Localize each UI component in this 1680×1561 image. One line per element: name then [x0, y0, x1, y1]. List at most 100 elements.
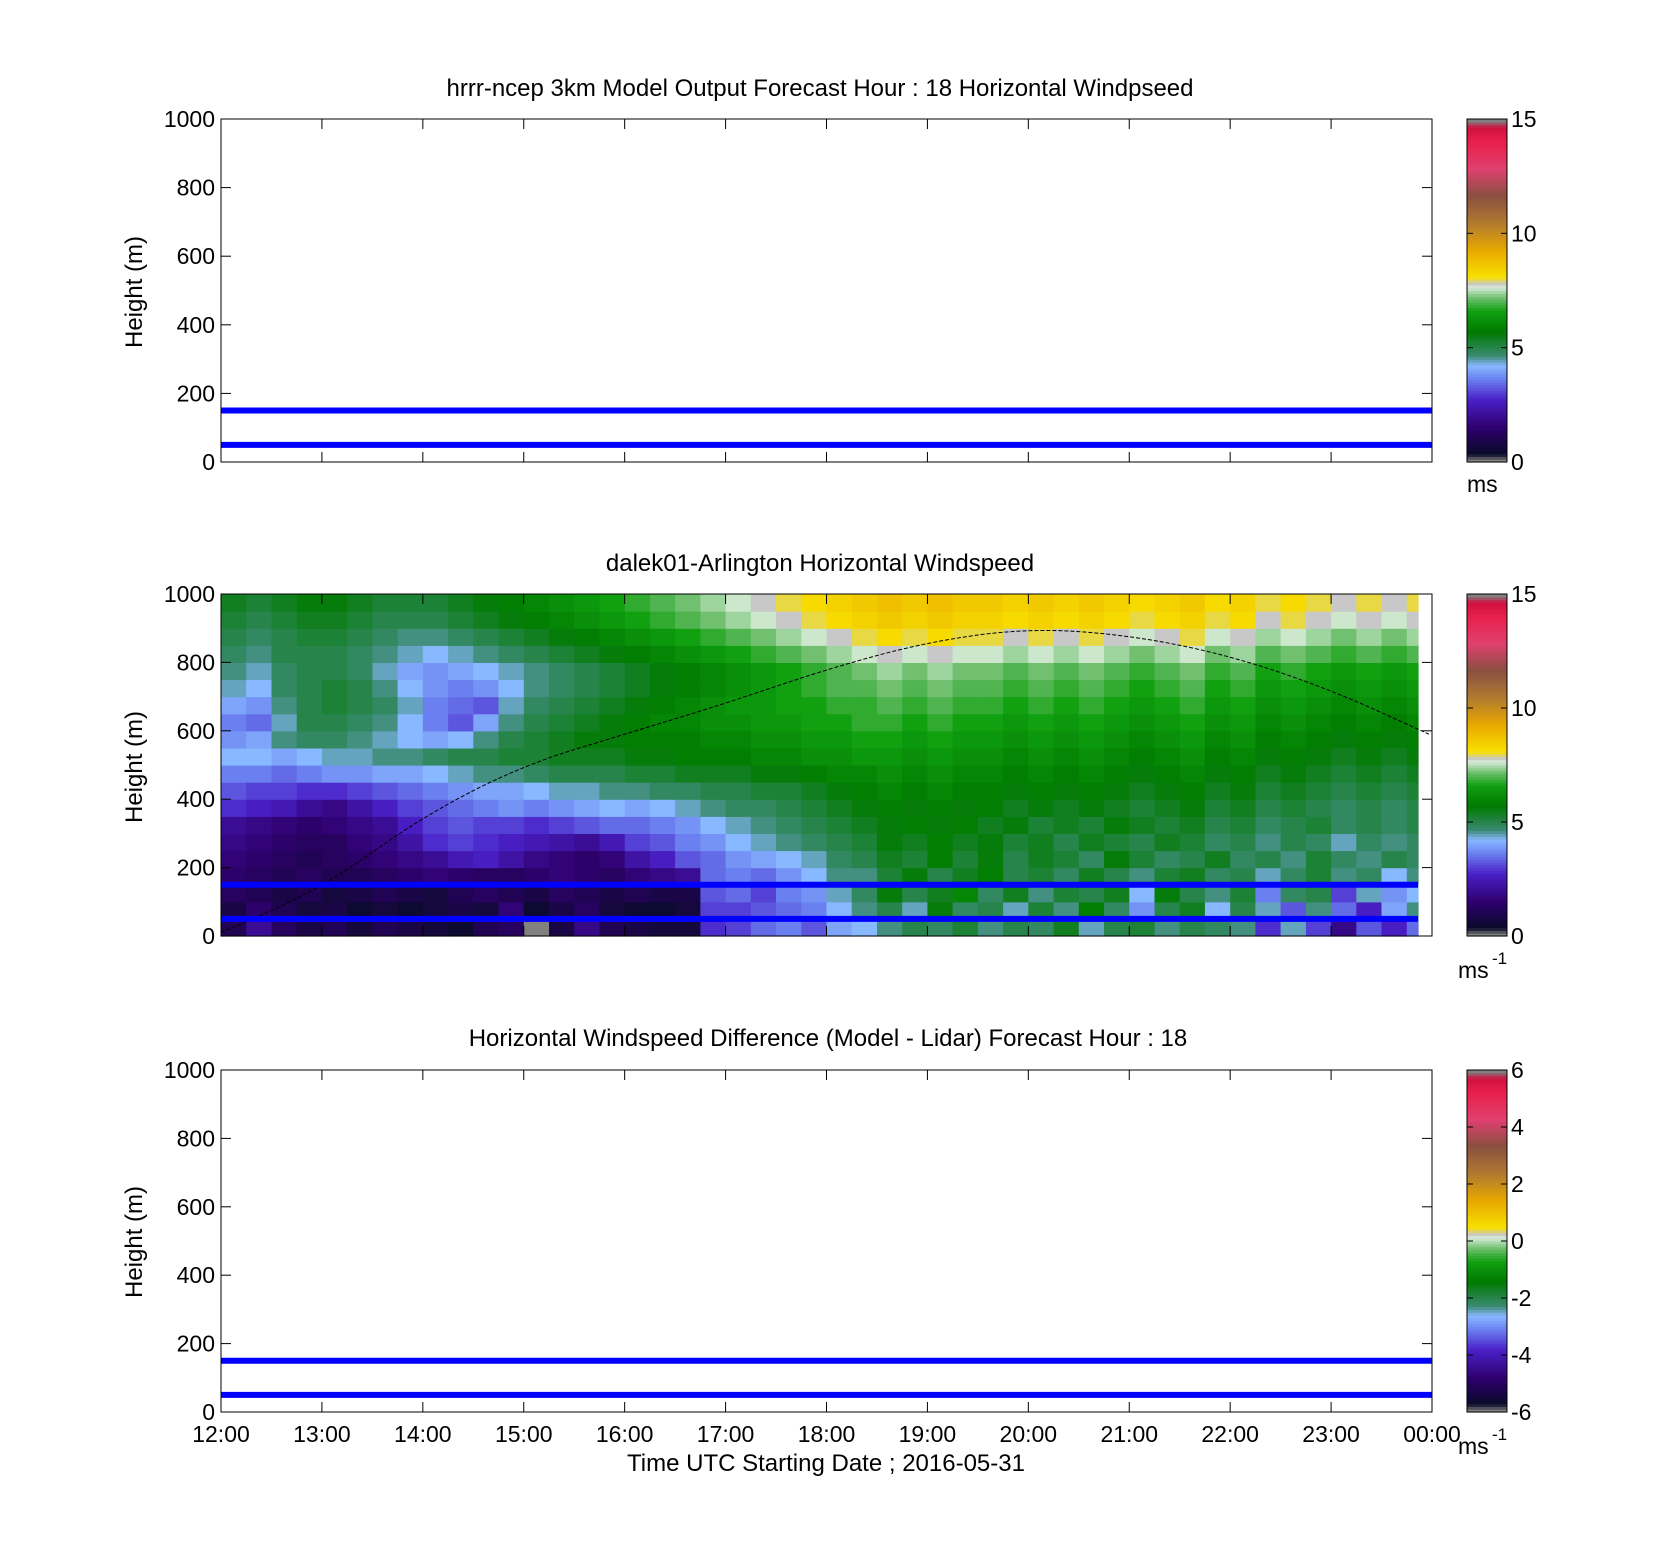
- heatmap-cell: [1356, 662, 1383, 681]
- colorbar-segment: [1467, 1084, 1507, 1088]
- heatmap-cell: [700, 662, 727, 681]
- heatmap-cell: [498, 782, 525, 800]
- heatmap-cell: [851, 884, 878, 903]
- heatmap-cell: [801, 833, 828, 852]
- heatmap-cell: [675, 850, 701, 869]
- heatmap-cell: [347, 884, 373, 903]
- heatmap-cell: [549, 884, 575, 903]
- heatmap-cell: [397, 696, 424, 715]
- colorbar-segment: [1467, 850, 1507, 854]
- colorbar-segment: [1467, 747, 1507, 752]
- heatmap-cell: [448, 765, 474, 783]
- heatmap-cell: [448, 850, 474, 869]
- heatmap-cell: [1179, 867, 1206, 886]
- colorbar-segment: [1467, 1209, 1507, 1214]
- heatmap-cell: [649, 679, 676, 698]
- heatmap-cell: [1381, 833, 1408, 852]
- heatmap-cell: [1129, 594, 1156, 612]
- heatmap-cell: [927, 611, 954, 629]
- colorbar-tick-label: 2: [1511, 1171, 1524, 1197]
- colorbar-segment: [1467, 879, 1507, 883]
- colorbar-segment: [1467, 216, 1507, 220]
- heatmap-cell: [473, 645, 500, 663]
- heatmap-cell: [574, 850, 600, 869]
- heatmap-cell: [1053, 594, 1080, 612]
- heatmap-cell: [877, 833, 903, 852]
- heatmap-cell: [801, 594, 828, 612]
- heatmap-cell: [372, 867, 399, 886]
- heatmap-cell: [776, 918, 802, 937]
- heatmap-cell: [1078, 867, 1105, 886]
- heatmap-cell: [1028, 747, 1055, 766]
- heatmap-cell: [1003, 901, 1029, 920]
- heatmap-cell: [801, 730, 828, 749]
- heatmap-cell: [624, 611, 651, 629]
- heatmap-cell: [347, 730, 373, 749]
- colorbar-segment: [1467, 1374, 1507, 1379]
- x-axis-label: Time UTC Starting Date ; 2016-05-31: [627, 1450, 1025, 1477]
- heatmap-cell: [1280, 765, 1307, 783]
- colorbar-segment: [1467, 1380, 1507, 1385]
- heatmap-cell: [296, 628, 323, 646]
- colorbar-segment: [1467, 898, 1507, 903]
- colorbar-segment: [1467, 1166, 1507, 1171]
- colorbar-segment: [1467, 1295, 1507, 1299]
- heatmap-cell: [1255, 747, 1282, 766]
- heatmap-cell: [1028, 901, 1055, 920]
- colorbar-tick-label: 10: [1511, 220, 1537, 246]
- heatmap-cell: [1028, 730, 1055, 749]
- colorbar-segment: [1467, 705, 1507, 709]
- heatmap-cell: [347, 713, 373, 732]
- heatmap-cell: [599, 645, 626, 663]
- heatmap-cell: [1381, 816, 1408, 834]
- heatmap-cell: [523, 679, 550, 698]
- heatmap-cell: [725, 747, 752, 766]
- heatmap-cell: [271, 713, 298, 732]
- colorbar-segment: [1467, 1292, 1507, 1296]
- heatmap-cell: [952, 901, 979, 920]
- colorbar-segment: [1467, 304, 1507, 309]
- heatmap-cell: [1255, 884, 1282, 903]
- colorbar-segment: [1467, 396, 1507, 400]
- heatmap-cell: [1331, 611, 1357, 629]
- heatmap-cell: [675, 884, 701, 903]
- heatmap-cell: [927, 850, 954, 869]
- colorbar-segment: [1467, 133, 1507, 137]
- heatmap-cell: [1280, 799, 1307, 817]
- heatmap-cell: [1331, 730, 1357, 749]
- colorbar-segment: [1467, 910, 1507, 914]
- heatmap-cell: [271, 782, 298, 800]
- heatmap-cell: [1179, 816, 1206, 834]
- heatmap-cell: [498, 594, 525, 612]
- heatmap-cell: [750, 696, 777, 715]
- heatmap-cell: [271, 662, 298, 681]
- colorbar-segment: [1467, 625, 1507, 629]
- colorbar-segment: [1467, 1169, 1507, 1174]
- heatmap-cell: [776, 594, 802, 612]
- heatmap-cell: [473, 765, 500, 783]
- heatmap-cell: [1003, 884, 1029, 903]
- heatmap-cell: [977, 594, 1004, 612]
- heatmap-cell: [1078, 679, 1105, 698]
- heatmap-cell: [473, 833, 500, 852]
- y-tick-label: 200: [177, 380, 215, 406]
- colorbar-segment: [1467, 1070, 1507, 1074]
- colorbar-tick-label: 0: [1511, 923, 1524, 949]
- heatmap-cell: [826, 713, 853, 732]
- heatmap-cell: [1078, 833, 1105, 852]
- colorbar-tick-label: 0: [1511, 1228, 1524, 1254]
- heatmap-cell: [1078, 918, 1105, 937]
- colorbar-segment: [1467, 119, 1507, 123]
- heatmap-cell: [221, 713, 247, 732]
- heatmap-cell: [977, 799, 1004, 817]
- colorbar-unit-exponent: -1: [1492, 1425, 1507, 1444]
- heatmap-cell: [649, 628, 676, 646]
- heatmap-cell: [1381, 884, 1408, 903]
- colorbar-segment: [1467, 887, 1507, 891]
- colorbar-segment: [1467, 1206, 1507, 1211]
- heatmap-cell: [422, 867, 449, 886]
- heatmap-cell: [448, 730, 474, 749]
- heatmap-cell: [321, 611, 348, 629]
- colorbar-segment: [1467, 901, 1507, 906]
- colorbar-tick-label: 15: [1511, 581, 1537, 607]
